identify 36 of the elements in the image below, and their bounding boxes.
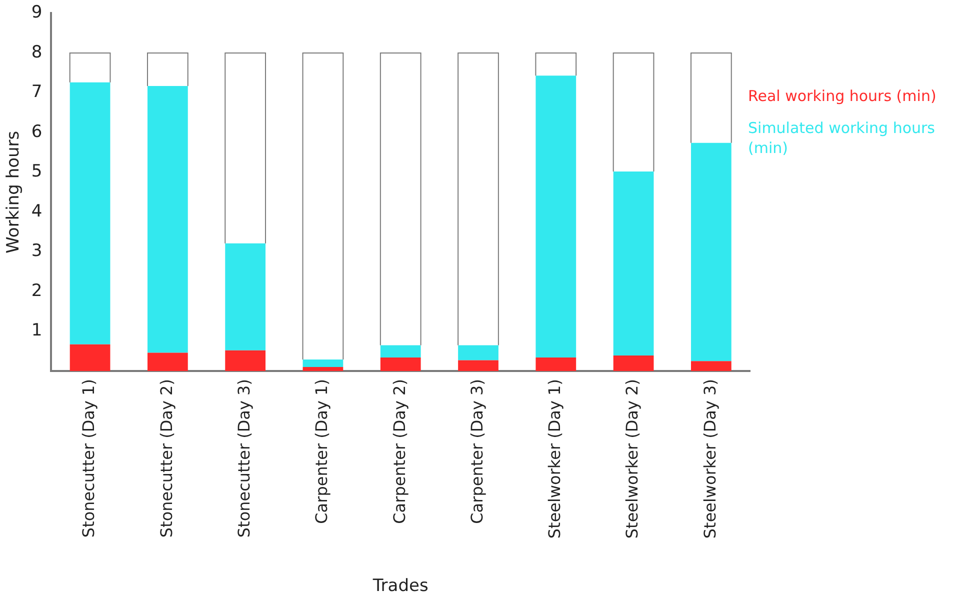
bar bbox=[380, 358, 421, 372]
x-tick-label: Carpenter (Day 3) bbox=[467, 379, 486, 524]
bar bbox=[536, 76, 576, 358]
bar bbox=[147, 352, 188, 372]
text: Real working hours (min) bbox=[748, 86, 938, 106]
x-tick-label: Stonecutter (Day 3) bbox=[234, 379, 254, 538]
y-tick-label: 6 bbox=[31, 122, 42, 142]
bar bbox=[458, 360, 498, 372]
x-tick-label: Steelworker (Day 3) bbox=[700, 379, 720, 539]
y-tick-label: 9 bbox=[31, 2, 42, 23]
y-tick-label: 4 bbox=[31, 201, 42, 222]
bar bbox=[613, 356, 654, 372]
bar bbox=[302, 360, 344, 368]
x-tick-label: Carpenter (Day 2) bbox=[390, 379, 409, 524]
y-tick-label: 2 bbox=[31, 280, 42, 301]
bar bbox=[225, 350, 266, 372]
x-tick-label: Carpenter (Day 1) bbox=[312, 379, 332, 524]
y-tick-label: 3 bbox=[31, 241, 42, 262]
bar bbox=[458, 345, 498, 360]
x-tick-label: Steelworker (Day 1) bbox=[545, 379, 564, 539]
series-label: Simulated working hours (min) bbox=[748, 118, 936, 158]
bar bbox=[380, 345, 421, 358]
y-axis-title: Working hours bbox=[4, 130, 24, 254]
bar bbox=[70, 344, 110, 372]
x-tick-label: Stonecutter (Day 1) bbox=[79, 379, 98, 538]
y-tick-label: 5 bbox=[31, 162, 42, 182]
x-tick-label: Steelworker (Day 2) bbox=[622, 379, 642, 539]
x-axis-title: Trades bbox=[372, 576, 428, 596]
x-tick-label: Stonecutter (Day 2) bbox=[156, 379, 176, 538]
bar bbox=[70, 82, 110, 344]
bar bbox=[690, 361, 732, 372]
bar bbox=[536, 358, 576, 372]
y-tick-label: 7 bbox=[31, 82, 42, 102]
bar bbox=[302, 367, 344, 372]
y-tick-label: 1 bbox=[31, 320, 42, 341]
y-tick-label: 8 bbox=[31, 42, 42, 62]
